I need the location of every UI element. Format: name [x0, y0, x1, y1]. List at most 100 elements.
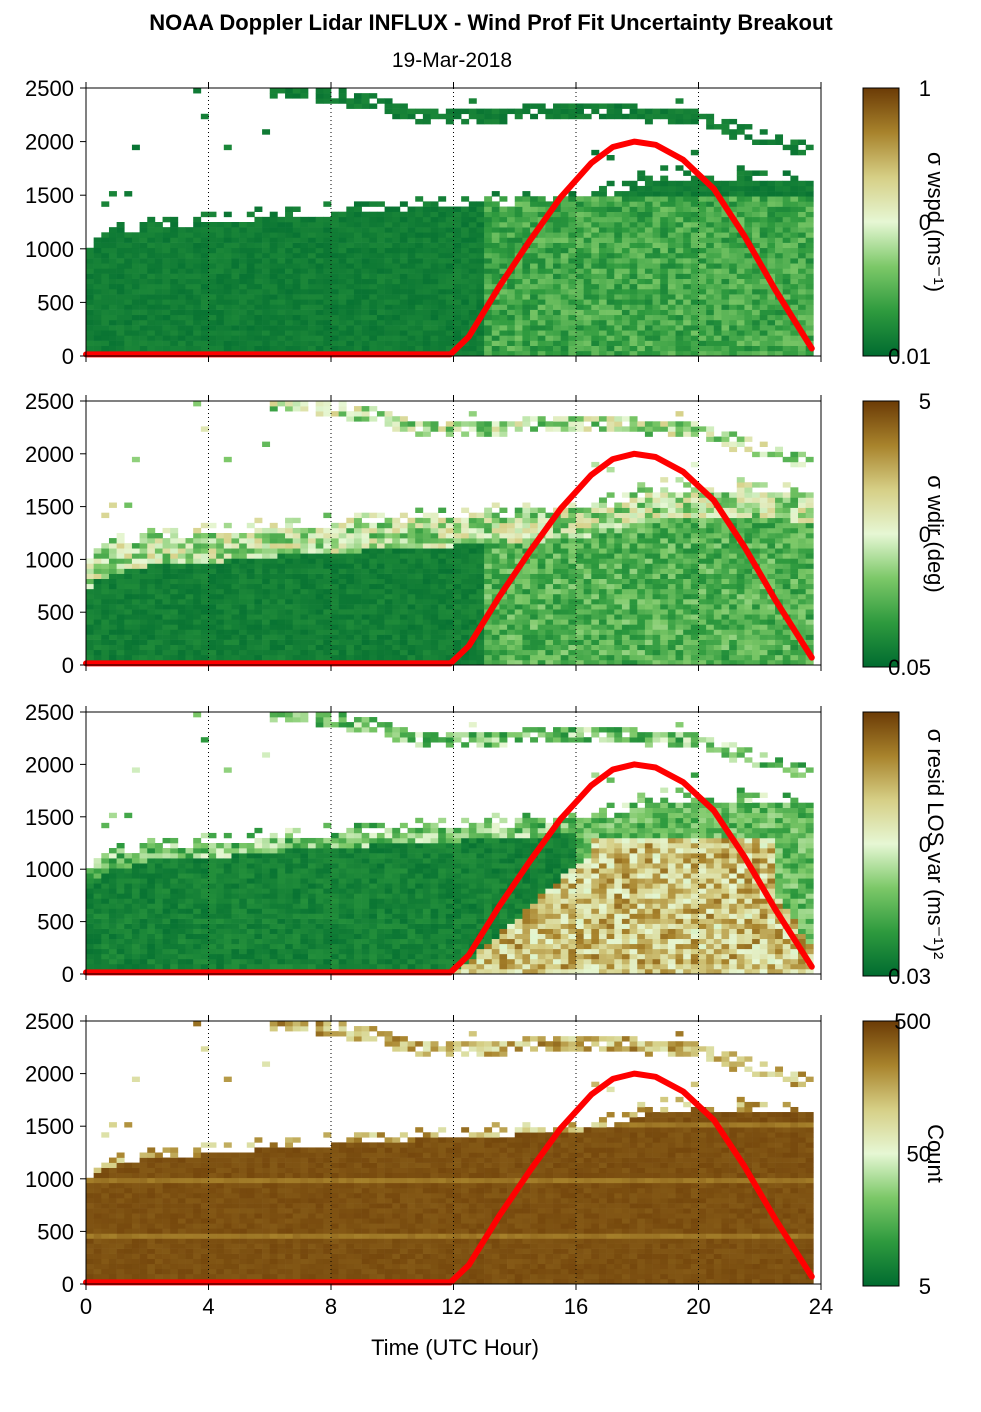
heatmap-cell: [101, 548, 110, 554]
heatmap-cell: [346, 649, 355, 656]
heatmap-cell: [438, 578, 447, 585]
heatmap-cell: [591, 289, 600, 295]
heatmap-cell: [438, 252, 447, 259]
heatmap-cell: [331, 289, 339, 295]
heatmap-cell: [507, 314, 516, 321]
heatmap-cell: [162, 604, 171, 610]
heatmap-cell: [591, 299, 600, 305]
heatmap-cell: [644, 309, 653, 316]
heatmap-cell: [147, 273, 156, 279]
heatmap-cell: [583, 247, 592, 254]
heatmap-cell: [759, 299, 768, 305]
heatmap-cell: [239, 558, 248, 564]
heatmap-cell: [346, 609, 355, 615]
heatmap-cell: [323, 201, 332, 207]
heatmap-cell: [591, 149, 600, 156]
heatmap-cell: [376, 227, 385, 233]
heatmap-cell: [384, 609, 393, 615]
heatmap-cell: [338, 649, 347, 656]
heatmap-cell: [522, 644, 531, 651]
heatmap-cell: [239, 294, 248, 300]
heatmap-cell: [729, 252, 738, 259]
heatmap-cell: [208, 563, 217, 569]
heatmap-cell: [208, 568, 217, 574]
heatmap-cell: [262, 619, 271, 625]
heatmap-cell: [522, 629, 531, 635]
heatmap-cell: [644, 319, 653, 326]
heatmap-cell: [208, 654, 217, 661]
heatmap-cell: [537, 283, 546, 290]
heatmap-cell: [491, 299, 500, 305]
heatmap-cell: [353, 103, 362, 109]
heatmap-cell: [323, 538, 332, 544]
heatmap-cell: [277, 216, 286, 223]
heatmap-cell: [537, 644, 546, 651]
heatmap-cell: [285, 629, 294, 635]
heatmap-cell: [399, 283, 408, 290]
heatmap-cell: [108, 619, 117, 625]
heatmap-cell: [499, 624, 508, 630]
heatmap-cell: [445, 614, 454, 620]
heatmap-cell: [667, 242, 676, 249]
heatmap-cell: [154, 263, 163, 269]
heatmap-cell: [239, 263, 248, 269]
heatmap-cell: [346, 588, 355, 595]
heatmap-cell: [614, 330, 623, 336]
heatmap-cell: [805, 237, 814, 243]
heatmap-cell: [598, 319, 607, 326]
heatmap-cell: [407, 252, 416, 259]
heatmap-cell: [147, 252, 156, 259]
heatmap-cell: [767, 196, 776, 202]
heatmap-cell: [537, 568, 546, 574]
heatmap-cell: [346, 273, 355, 279]
heatmap-cell: [353, 283, 362, 290]
heatmap-cell: [116, 609, 125, 615]
heatmap-cell: [208, 629, 217, 635]
heatmap-cell: [499, 619, 508, 625]
heatmap-cell: [353, 604, 362, 610]
heatmap-cell: [285, 644, 294, 651]
heatmap-cell: [262, 558, 271, 564]
heatmap-cell: [729, 242, 738, 249]
heatmap-cell: [308, 573, 316, 579]
heatmap-cell: [269, 568, 278, 574]
heatmap-cell: [568, 103, 577, 109]
heatmap-cell: [438, 247, 447, 254]
heatmap-cell: [185, 294, 194, 300]
heatmap-cell: [553, 340, 561, 346]
heatmap-cell: [445, 553, 454, 559]
heatmap-cell: [507, 583, 516, 590]
heatmap-cell: [568, 340, 577, 346]
heatmap-cell: [683, 278, 692, 285]
heatmap-cell: [407, 548, 416, 554]
heatmap-cell: [415, 278, 424, 285]
heatmap-cell: [468, 619, 477, 625]
heatmap-cell: [392, 289, 401, 295]
heatmap-cell: [369, 211, 378, 218]
heatmap-cell: [660, 252, 669, 259]
heatmap-cell: [484, 538, 493, 544]
heatmap-cell: [667, 330, 676, 336]
heatmap-cell: [399, 426, 408, 432]
heatmap-cell: [269, 563, 278, 569]
heatmap-cell: [499, 421, 508, 427]
heatmap-cell: [767, 185, 776, 192]
heatmap-cell: [568, 227, 577, 233]
heatmap-cell: [369, 599, 378, 605]
heatmap-cell: [415, 517, 424, 524]
heatmap-cell: [461, 619, 470, 625]
heatmap-cell: [491, 533, 500, 539]
heatmap-cell: [407, 263, 416, 269]
heatmap-cell: [568, 517, 577, 524]
heatmap-cell: [445, 563, 454, 569]
heatmap-cell: [376, 314, 385, 321]
heatmap-cell: [239, 242, 248, 249]
heatmap-cell: [376, 533, 385, 539]
heatmap-cell: [116, 593, 125, 600]
heatmap-cell: [185, 624, 194, 630]
heatmap-cell: [308, 548, 316, 554]
heatmap-cell: [729, 247, 738, 254]
heatmap-cell: [629, 299, 638, 305]
heatmap-cell: [798, 252, 806, 259]
heatmap-cell: [476, 593, 485, 600]
